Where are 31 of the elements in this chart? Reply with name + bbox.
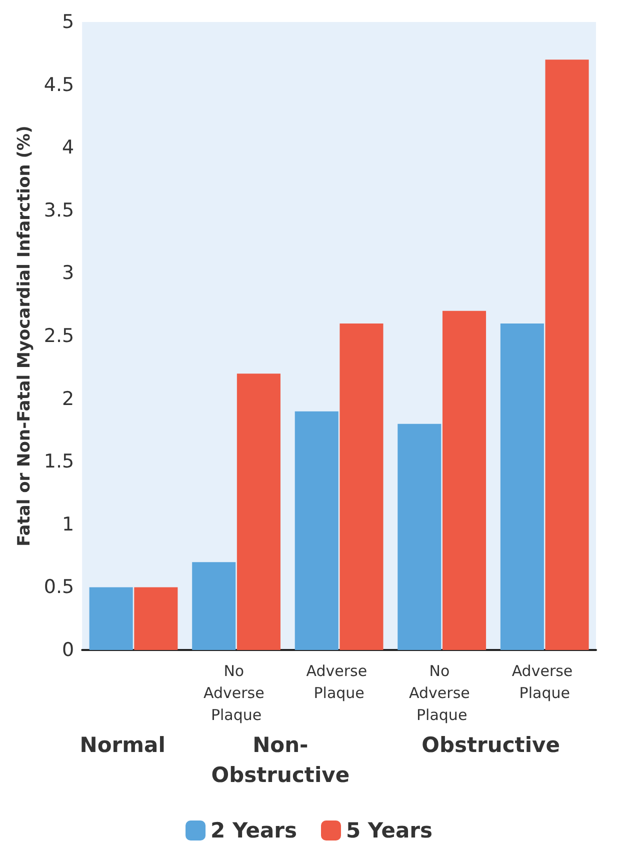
- bar: [236, 374, 280, 650]
- bar: [294, 411, 338, 650]
- bar: [89, 587, 133, 650]
- text: Non- Obstructive: [211, 733, 350, 787]
- y-tick-label: 3.5: [44, 199, 74, 222]
- y-tick-label: 4: [62, 136, 74, 159]
- legend-label: 2 Years: [210, 818, 298, 842]
- bar: [442, 310, 486, 650]
- bar: [398, 424, 442, 650]
- bar: [545, 60, 589, 650]
- y-axis-title: Fatal or Non-Fatal Myocardial Infarction (%): [14, 126, 34, 546]
- y-tick-label: 1: [62, 513, 74, 536]
- x-tick-label: Adverse Plaque: [306, 662, 372, 702]
- y-tick-label: 0.5: [44, 576, 74, 598]
- y-tick-label: 5: [62, 11, 74, 33]
- y-tick-label: 3: [62, 262, 74, 284]
- y-tick-label: 4.5: [44, 74, 74, 96]
- y-tick-label: 2: [62, 388, 74, 410]
- text: Normal: [80, 733, 166, 757]
- bar: [192, 562, 236, 650]
- x-tick-label: No Adverse Plaque: [203, 662, 270, 724]
- bar: [500, 323, 544, 650]
- y-tick-label: 2.5: [44, 325, 74, 347]
- x-tick-label: No Adverse Plaque: [409, 662, 475, 724]
- legend-label: 5 Years: [346, 818, 432, 842]
- text: Obstructive: [422, 733, 560, 757]
- bar: [340, 323, 384, 650]
- bar: [134, 587, 178, 650]
- x-tick-label: Adverse Plaque: [512, 662, 578, 702]
- y-tick-label: 0: [62, 639, 74, 661]
- y-tick-label: 1.5: [44, 450, 74, 473]
